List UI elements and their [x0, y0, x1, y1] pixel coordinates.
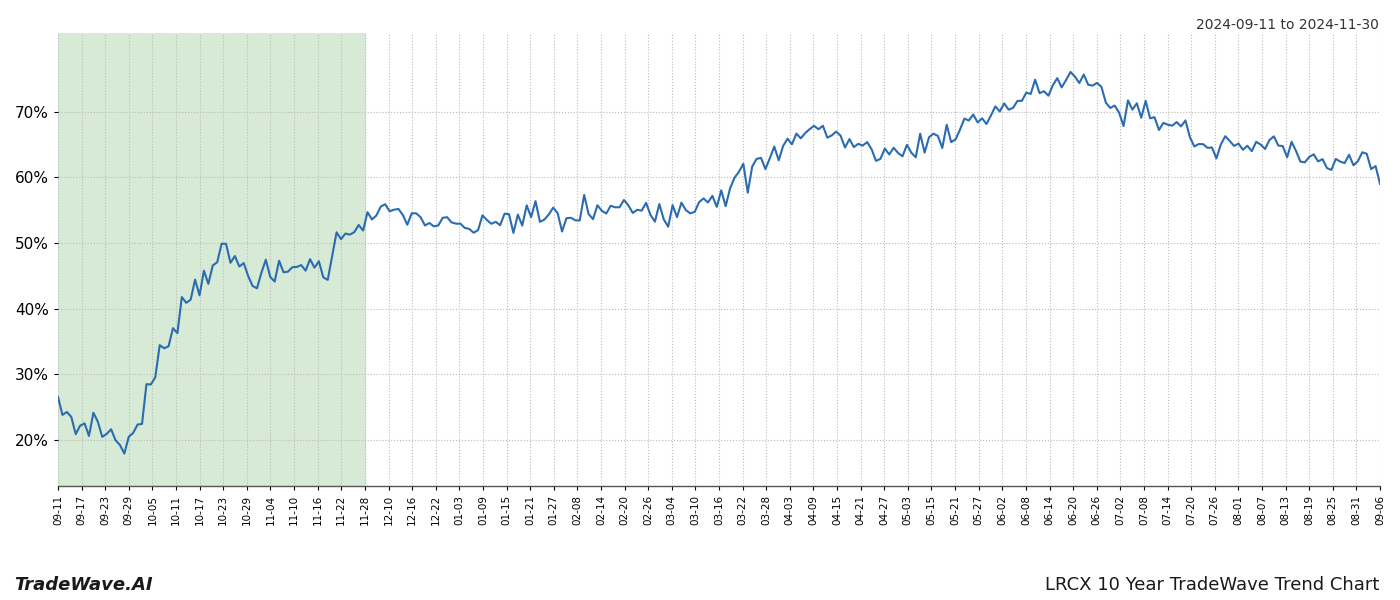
Bar [57, 33, 365, 486]
Text: TradeWave.AI: TradeWave.AI [14, 576, 153, 594]
Text: 2024-09-11 to 2024-11-30: 2024-09-11 to 2024-11-30 [1196, 18, 1379, 32]
Text: LRCX 10 Year TradeWave Trend Chart: LRCX 10 Year TradeWave Trend Chart [1044, 576, 1379, 594]
